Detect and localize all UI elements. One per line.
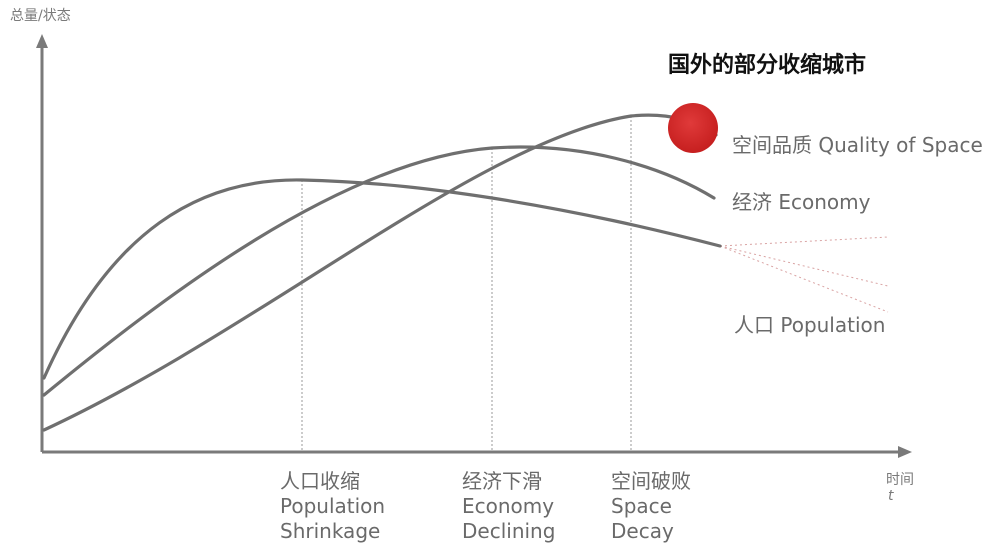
marker-en-line1: Population bbox=[280, 494, 385, 518]
projection-line-low bbox=[719, 245, 889, 313]
marker-cn: 空间破败 bbox=[611, 469, 691, 493]
projection-line-mid bbox=[719, 245, 889, 287]
economy-curve-label: 经济 Economy bbox=[732, 190, 871, 214]
marker-economy-declining: 经济下滑 Economy Declining bbox=[462, 469, 555, 543]
highlight-circle-icon bbox=[668, 103, 718, 153]
x-axis-symbol: t bbox=[888, 488, 894, 504]
projection-line-up bbox=[719, 236, 889, 247]
quality-curve-label: 空间品质 Quality of Space bbox=[732, 133, 983, 157]
population-curve bbox=[42, 178, 722, 380]
marker-en-line2: Shrinkage bbox=[280, 519, 380, 543]
marker-space-decay: 空间破败 Space Decay bbox=[611, 469, 691, 543]
y-axis-arrow-icon bbox=[36, 34, 48, 48]
marker-en-line1: Space bbox=[611, 494, 672, 518]
marker-cn: 经济下滑 bbox=[462, 469, 542, 493]
x-axis-label: 时间 bbox=[886, 472, 914, 488]
population-curve-label: 人口 Population bbox=[734, 313, 885, 337]
x-axis-arrow-icon bbox=[898, 446, 912, 458]
marker-en-line2: Declining bbox=[462, 519, 555, 543]
marker-cn: 人口收缩 bbox=[280, 469, 360, 493]
quality-curve bbox=[42, 113, 718, 432]
diagram-title: 国外的部分收缩城市 bbox=[668, 52, 866, 78]
economy-curve bbox=[42, 145, 716, 397]
y-axis-label: 总量/状态 bbox=[10, 8, 71, 24]
marker-en-line1: Economy bbox=[462, 494, 554, 518]
marker-en-line2: Decay bbox=[611, 519, 674, 543]
marker-population-shrinkage: 人口收缩 Population Shrinkage bbox=[280, 469, 385, 543]
